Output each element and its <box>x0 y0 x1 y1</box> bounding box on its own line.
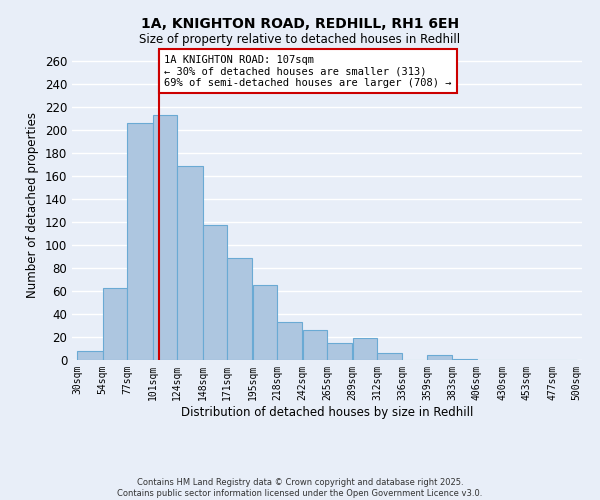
Bar <box>153 116 177 360</box>
Bar <box>452 359 476 360</box>
Bar <box>327 343 352 360</box>
Bar <box>303 330 327 360</box>
Text: Size of property relative to detached houses in Redhill: Size of property relative to detached ho… <box>139 32 461 46</box>
Bar <box>427 356 452 360</box>
Y-axis label: Number of detached properties: Number of detached properties <box>26 112 39 298</box>
Bar <box>127 124 152 360</box>
Bar <box>178 166 203 360</box>
Bar <box>353 338 377 360</box>
Text: 1A, KNIGHTON ROAD, REDHILL, RH1 6EH: 1A, KNIGHTON ROAD, REDHILL, RH1 6EH <box>141 18 459 32</box>
Bar <box>103 288 127 360</box>
Bar <box>203 224 227 360</box>
Bar <box>253 286 277 360</box>
Bar <box>377 353 402 360</box>
X-axis label: Distribution of detached houses by size in Redhill: Distribution of detached houses by size … <box>181 406 473 418</box>
Bar <box>227 258 253 360</box>
Bar <box>277 322 302 360</box>
Bar <box>77 351 103 360</box>
Text: Contains HM Land Registry data © Crown copyright and database right 2025.
Contai: Contains HM Land Registry data © Crown c… <box>118 478 482 498</box>
Text: 1A KNIGHTON ROAD: 107sqm
← 30% of detached houses are smaller (313)
69% of semi-: 1A KNIGHTON ROAD: 107sqm ← 30% of detach… <box>164 54 451 88</box>
